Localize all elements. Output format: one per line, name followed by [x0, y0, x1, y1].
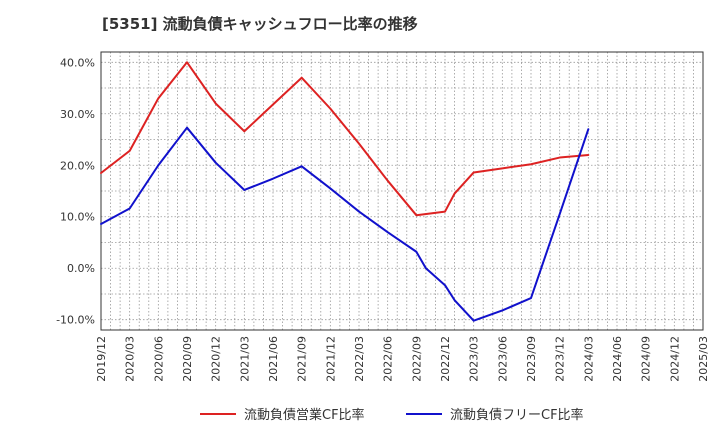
- x-tick-label: 2023/09: [525, 336, 538, 382]
- x-tick-label: 2020/09: [181, 336, 194, 382]
- series-lines: [100, 61, 590, 322]
- y-tick-label: -10.0%: [56, 314, 95, 327]
- x-tick-label: 2022/03: [353, 336, 366, 382]
- x-tick-label: 2021/09: [296, 336, 309, 382]
- series-line-1: [100, 61, 590, 217]
- chart-title: [5351] 流動負債キャッシュフロー比率の推移: [102, 15, 418, 33]
- x-tick-label: 2020/03: [124, 336, 137, 382]
- x-tick-label: 2024/12: [668, 336, 681, 382]
- x-tick-label: 2024/09: [640, 336, 653, 382]
- x-tick-label: 2022/06: [382, 336, 395, 382]
- y-tick-label: 20.0%: [60, 159, 95, 172]
- x-tick-label: 2019/12: [95, 336, 108, 382]
- x-tick-label: 2020/12: [210, 336, 223, 382]
- x-tick-label: 2023/12: [554, 336, 567, 382]
- series-line-2: [100, 126, 590, 322]
- x-tick-label: 2023/03: [468, 336, 481, 382]
- x-axis: 2019/12 2020/03 2020/06 2020/09 2020/12 2021/…: [95, 336, 710, 382]
- y-tick-label: 0.0%: [67, 262, 95, 275]
- x-tick-label: 2020/06: [152, 336, 165, 382]
- x-tick-label: 2021/06: [267, 336, 280, 382]
- legend-label-1: 流動負債営業CF比率: [244, 407, 365, 423]
- y-axis: 40.0% 30.0% 20.0% 10.0% 0.0% -10.0%: [56, 56, 95, 326]
- y-tick-label: 40.0%: [60, 56, 95, 69]
- x-tick-label: 2024/06: [611, 336, 624, 382]
- legend-label-2: 流動負債フリーCF比率: [450, 407, 584, 423]
- x-tick-label: 2025/03: [697, 336, 710, 382]
- grid: [101, 52, 703, 330]
- x-tick-label: 2021/12: [324, 336, 337, 382]
- x-tick-label: 2022/12: [439, 336, 452, 382]
- x-tick-label: 2023/06: [496, 336, 509, 382]
- legend: 流動負債営業CF比率 流動負債フリーCF比率: [200, 407, 584, 423]
- x-tick-label: 2021/03: [238, 336, 251, 382]
- y-tick-label: 30.0%: [60, 108, 95, 121]
- x-tick-label: 2022/09: [410, 336, 423, 382]
- x-tick-label: 2024/03: [582, 336, 595, 382]
- y-tick-label: 10.0%: [60, 211, 95, 224]
- plot-area: [100, 51, 704, 331]
